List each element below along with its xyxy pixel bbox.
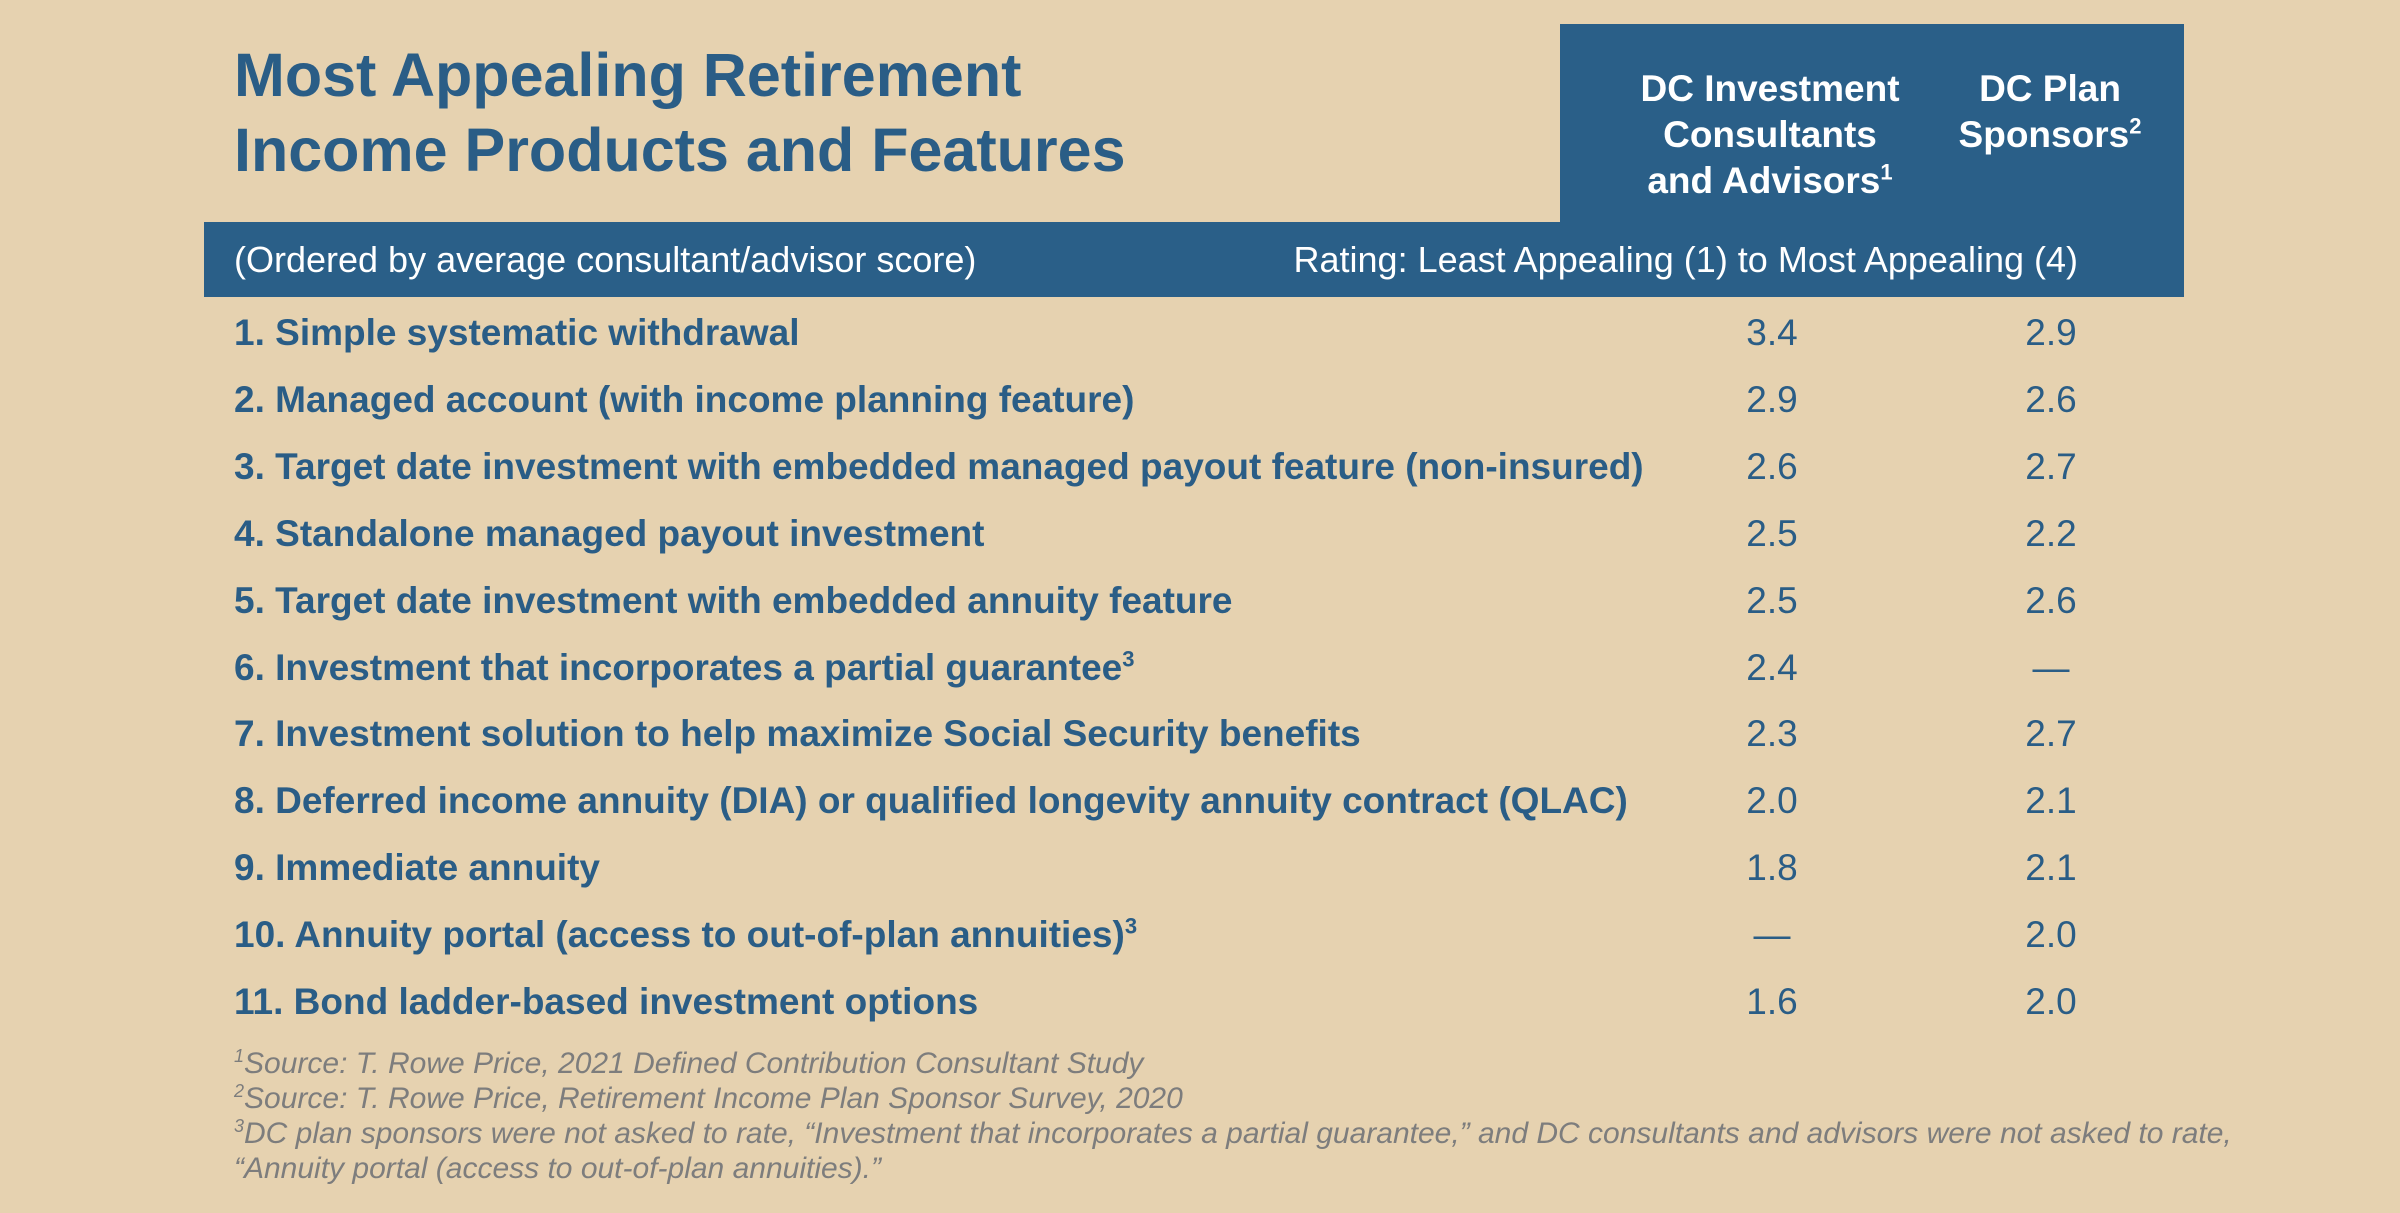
row-label: 9. Immediate annuity [234, 847, 600, 889]
sponsors-rating: 2.0 [2025, 914, 2077, 956]
sponsors-rating: 2.7 [2025, 445, 2077, 487]
sponsors-rating: 2.1 [2025, 847, 2077, 889]
row-footnote-mark: 3 [1122, 646, 1135, 672]
sponsors-rating: 2.6 [2025, 378, 2077, 420]
column-header-consultants-footnote-mark: 1 [1880, 159, 1893, 185]
sponsors-rating: 2.1 [2025, 780, 2077, 822]
sponsors-rating: 2.2 [2025, 512, 2077, 554]
column-header-sponsors-footnote-mark: 2 [2129, 113, 2142, 139]
column-header-consultants: DC Investment Consultants and Advisors1 [1610, 66, 1930, 204]
row-label: 11. Bond ladder-based investment options [234, 981, 978, 1023]
table-row: 1. Simple systematic withdrawal 3.4 2.9 [0, 304, 2400, 364]
footnote-text: Source: T. Rowe Price, 2021 Defined Cont… [244, 1047, 1144, 1080]
row-label: 6. Investment that incorporates a partia… [234, 647, 1135, 689]
table-row: 6. Investment that incorporates a partia… [0, 639, 2400, 699]
consultants-rating: 2.4 [1746, 646, 1798, 688]
row-label-text: 9. Immediate annuity [234, 847, 600, 889]
table-row: 9. Immediate annuity 1.8 2.1 [0, 839, 2400, 899]
sponsors-rating: 2.7 [2025, 713, 2077, 755]
row-label-text: 1. Simple systematic withdrawal [234, 312, 800, 353]
column-header-panel [1560, 24, 2184, 229]
row-label-text: 6. Investment that incorporates a partia… [234, 646, 1123, 688]
row-label-text: 11. Bond ladder-based investment options [234, 981, 979, 1022]
footnote-text: Source: T. Rowe Price, Retirement Income… [244, 1082, 1183, 1115]
row-label-text: 4. Standalone managed payout investment [234, 512, 985, 554]
rating-scale-note: Rating: Least Appealing (1) to Most Appe… [1293, 239, 2078, 280]
row-label: 2. Managed account (with income planning… [234, 379, 1134, 421]
row-label: 1. Simple systematic withdrawal [234, 312, 800, 354]
row-label: 3. Target date investment with embedded … [234, 446, 1644, 488]
consultants-rating: 1.6 [1746, 981, 1798, 1022]
consultants-rating: 2.5 [1746, 579, 1798, 621]
row-label: 5. Target date investment with embedded … [234, 580, 1233, 622]
consultants-rating: — [1753, 914, 1791, 956]
consultants-rating: 2.3 [1746, 713, 1798, 755]
consultants-rating: 3.4 [1746, 312, 1798, 353]
row-label: 4. Standalone managed payout investment [234, 513, 984, 555]
footnote-line: “Annuity portal (access to out-of-plan a… [234, 1151, 2232, 1186]
consultants-rating: 2.6 [1746, 445, 1798, 487]
row-label-text: 5. Target date investment with embedded … [234, 579, 1233, 621]
row-footnote-mark: 3 [1124, 913, 1138, 939]
footnote-line: 3DC plan sponsors were not asked to rate… [234, 1116, 2232, 1151]
footnote-text: DC plan sponsors were not asked to rate,… [244, 1117, 2232, 1150]
consultants-rating: 2.9 [1746, 378, 1798, 420]
table-row: 5. Target date investment with embedded … [0, 572, 2400, 632]
consultants-rating: 2.0 [1746, 780, 1798, 822]
consultants-rating: 2.5 [1746, 512, 1798, 554]
footnote-line: 2Source: T. Rowe Price, Retirement Incom… [234, 1081, 2232, 1116]
consultants-rating: 1.8 [1746, 847, 1798, 889]
row-label: 8. Deferred income annuity (DIA) or qual… [234, 780, 1628, 822]
title-line-1: Most Appealing Retirement [234, 41, 1022, 109]
table-row: 4. Standalone managed payout investment 2… [0, 505, 2400, 565]
sponsors-rating: 2.0 [2025, 981, 2077, 1022]
footnote-line: 1Source: T. Rowe Price, 2021 Defined Con… [234, 1046, 2232, 1081]
row-label-text: 8. Deferred income annuity (DIA) or qual… [234, 780, 1628, 822]
column-header-consultants-line-1: DC Investment [1640, 68, 1900, 109]
table-row: 8. Deferred income annuity (DIA) or qual… [0, 772, 2400, 832]
column-header-sponsors-line-2: Sponsors2 [1940, 112, 2160, 158]
row-label-text: 3. Target date investment with embedded … [234, 445, 1644, 487]
title-line-2: Income Products and Features [234, 116, 1126, 184]
column-header-sponsors-line-2-text: Sponsors [1958, 114, 2130, 155]
chart-title: Most Appealing Retirement Income Product… [234, 38, 1126, 188]
table-row: 11. Bond ladder-based investment options… [0, 973, 2400, 1033]
table-row: 10. Annuity portal (access to out-of-pla… [0, 906, 2400, 966]
table-row: 2. Managed account (with income planning… [0, 371, 2400, 431]
row-label-text: 2. Managed account (with income planning… [234, 378, 1135, 420]
footnotes: 1Source: T. Rowe Price, 2021 Defined Con… [234, 1046, 2232, 1186]
row-label: 7. Investment solution to help maximize … [234, 713, 1361, 755]
order-note: (Ordered by average consultant/advisor s… [234, 239, 977, 280]
footnote-text: “Annuity portal (access to out-of-plan a… [234, 1152, 881, 1185]
row-label: 10. Annuity portal (access to out-of-pla… [234, 914, 1137, 956]
sponsors-rating: 2.6 [2025, 579, 2077, 621]
column-header-consultants-line-3-text: and Advisors [1647, 160, 1881, 201]
column-header-consultants-line-3: and Advisors1 [1610, 158, 1930, 204]
row-label-text: 7. Investment solution to help maximize … [234, 713, 1361, 755]
sponsors-rating: — [2032, 646, 2070, 688]
row-label-text: 10. Annuity portal (access to out-of-pla… [234, 914, 1125, 956]
footnote-number: 1 [234, 1046, 245, 1066]
footnote-number: 3 [234, 1116, 245, 1136]
sponsors-rating: 2.9 [2025, 312, 2077, 353]
table-row: 3. Target date investment with embedded … [0, 438, 2400, 498]
table-row: 7. Investment solution to help maximize … [0, 705, 2400, 765]
footnote-number: 2 [234, 1081, 245, 1101]
subheader-bar: (Ordered by average consultant/advisor s… [204, 222, 2184, 297]
column-header-sponsors: DC Plan Sponsors2 [1940, 66, 2160, 158]
column-header-consultants-line-2: Consultants [1663, 114, 1877, 155]
column-header-sponsors-line-1: DC Plan [1979, 68, 2121, 109]
